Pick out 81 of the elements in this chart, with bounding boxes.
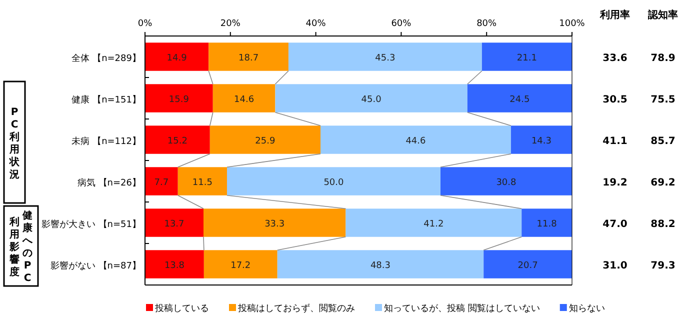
text: 31.0	[602, 260, 628, 272]
bar	[178, 167, 227, 196]
x-tick-label: 20%	[220, 19, 241, 29]
y-tick-label: 全体 【n=289】	[72, 52, 141, 64]
x-tick-label: 0%	[138, 19, 153, 29]
bar	[320, 126, 511, 154]
bar	[226, 167, 440, 196]
bar	[212, 84, 276, 112]
data-label: 18.7	[238, 53, 259, 64]
text: 19.2	[602, 177, 628, 188]
text: 認知率	[647, 9, 678, 21]
data-label: 13.8	[164, 260, 185, 271]
legend-label: 投稿はしておらず、閲覧のみ	[237, 303, 355, 314]
y-tick-label: 未病 【n=112】	[72, 136, 141, 147]
bar	[145, 126, 210, 154]
data-label: 21.1	[516, 53, 537, 64]
text: 33.6	[602, 52, 628, 64]
y-tick-label: 病気 【n=26】	[77, 177, 141, 188]
data-label: 24.5	[510, 94, 530, 105]
bar	[210, 126, 320, 154]
text: PC利用状況	[8, 106, 20, 180]
text: 88.2	[650, 218, 676, 230]
bar	[204, 208, 346, 237]
bar	[275, 84, 468, 112]
data-label: 45.3	[375, 53, 396, 64]
text: 利用影響度	[8, 216, 20, 278]
data-label: 11.5	[192, 178, 212, 188]
bar	[484, 250, 572, 278]
y-tick-label: 影響が大きい 【n=51】	[41, 218, 141, 230]
bar	[522, 208, 572, 237]
bar	[440, 167, 572, 196]
x-tick-label: 60%	[391, 19, 412, 29]
text: 41.1	[602, 136, 628, 147]
data-label: 11.8	[536, 219, 558, 230]
data-label: 44.6	[406, 136, 426, 146]
bar	[145, 250, 204, 278]
data-label: 41.2	[424, 219, 444, 230]
data-label: 7.7	[154, 178, 169, 188]
data-label: 45.0	[361, 94, 382, 105]
data-label: 15.9	[168, 94, 190, 105]
data-label: 33.3	[264, 219, 285, 230]
data-label: 50.0	[324, 178, 344, 188]
text: 75.5	[650, 94, 676, 106]
legend-label: 知っているが、投稿 閲覧はしていない	[384, 303, 540, 314]
legend-label: 投稿している	[154, 303, 209, 314]
data-label: 13.7	[164, 219, 184, 230]
text: 30.5	[602, 94, 628, 106]
bar	[288, 42, 482, 71]
bar	[482, 42, 572, 71]
bar	[467, 84, 572, 112]
data-label: 48.3	[370, 260, 391, 271]
data-label: 14.9	[166, 53, 188, 64]
text: 78.9	[650, 52, 676, 64]
bar	[145, 208, 204, 237]
bar	[145, 84, 213, 112]
bar	[145, 167, 178, 196]
text: 健康へのPC	[22, 210, 34, 284]
y-tick-label: 健康 【n=151】	[72, 94, 141, 106]
y-tick-label: 影響がない 【n=87】	[50, 260, 141, 272]
text: 47.0	[602, 218, 628, 230]
data-label: 25.9	[255, 136, 276, 146]
text: 69.2	[650, 177, 676, 188]
data-label: 20.7	[518, 260, 538, 271]
text: 79.3	[650, 260, 676, 272]
bar	[208, 42, 288, 71]
data-label: 14.6	[234, 94, 254, 105]
x-tick-label: 40%	[306, 19, 326, 29]
data-label: 15.2	[167, 136, 188, 146]
data-label: 17.2	[230, 260, 251, 271]
bar	[277, 250, 484, 278]
bar	[204, 250, 278, 278]
text: 85.7	[650, 136, 676, 147]
data-label: 30.8	[496, 178, 517, 188]
x-tick-label: 80%	[476, 19, 498, 29]
text: 利用率	[599, 9, 630, 21]
data-label: 14.3	[531, 136, 552, 146]
bar	[346, 208, 522, 237]
x-tick-label: 100%	[559, 19, 586, 29]
legend-label: 知らない	[568, 303, 605, 314]
bar	[145, 42, 209, 71]
bar	[510, 126, 572, 154]
